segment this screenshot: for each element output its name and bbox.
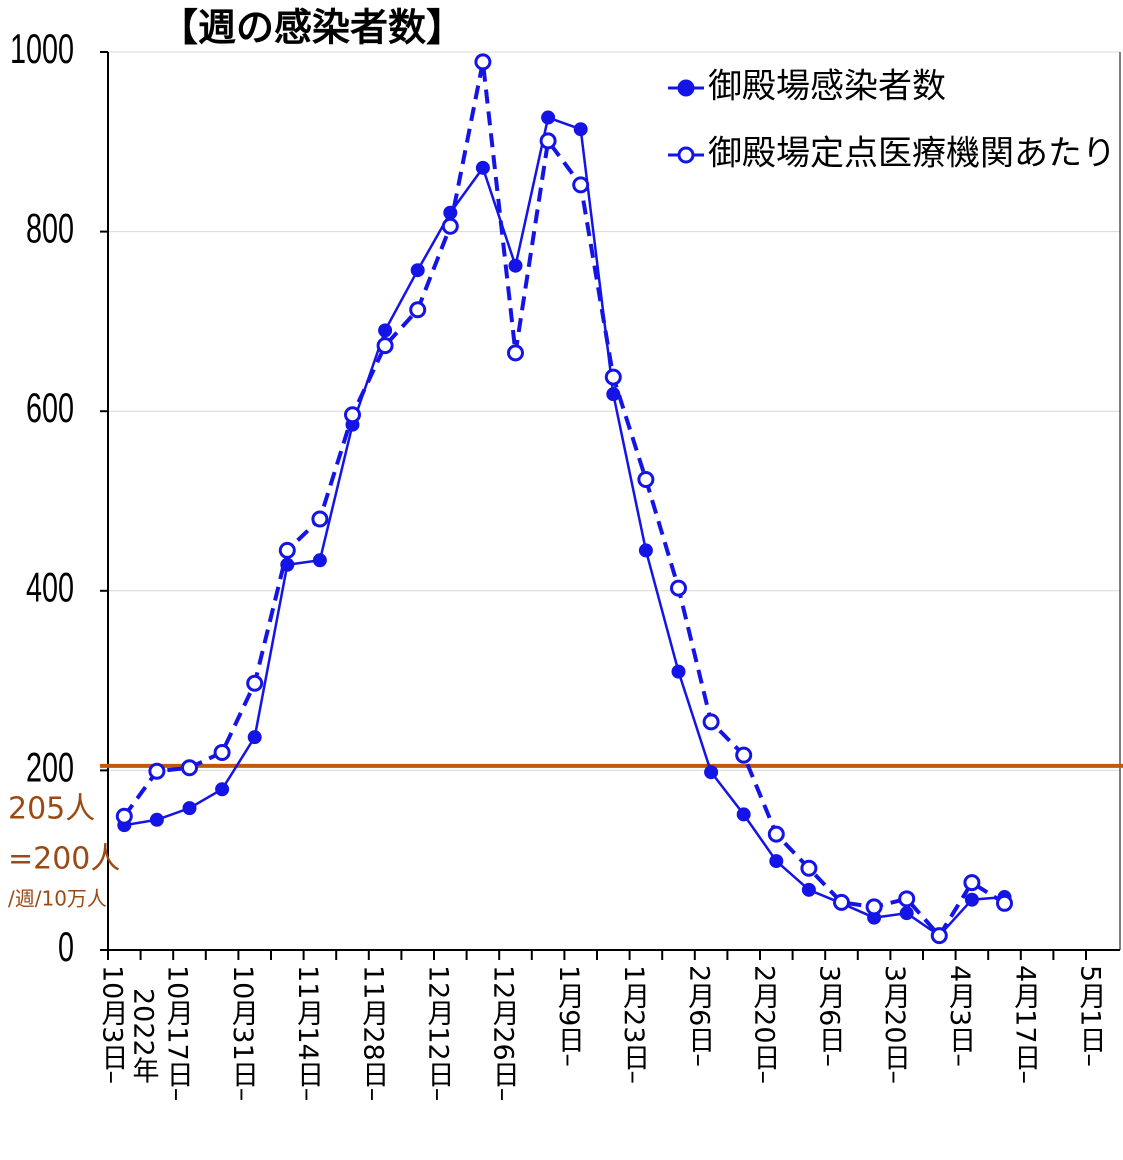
data-point xyxy=(344,406,361,424)
series-line xyxy=(124,115,1005,938)
data-point xyxy=(898,890,916,908)
annotation: /週/10万人 xyxy=(8,887,107,911)
data-point xyxy=(541,110,556,125)
data-point xyxy=(507,344,524,362)
x-tick-label: 1月23日– xyxy=(618,965,650,1084)
data-point xyxy=(474,53,492,71)
data-point xyxy=(148,762,166,780)
data-point xyxy=(671,664,686,679)
y-tick-label: 200 xyxy=(26,744,74,790)
data-point xyxy=(735,746,753,764)
year-label: 2022年 xyxy=(128,988,159,1084)
data-point xyxy=(930,927,948,945)
x-tick-label: 11月14日– xyxy=(292,965,324,1101)
data-point xyxy=(833,893,850,911)
data-point xyxy=(115,807,133,825)
data-point xyxy=(604,368,622,386)
x-tick-label: 3月6日– xyxy=(814,965,846,1067)
data-point xyxy=(376,337,394,355)
x-tick-label: 5月1日– xyxy=(1075,965,1107,1067)
data-point xyxy=(508,258,523,273)
data-point xyxy=(800,859,818,877)
data-point xyxy=(181,759,198,777)
annotation: 205人 xyxy=(8,792,95,827)
data-point xyxy=(441,217,459,235)
y-tick-label: 400 xyxy=(26,565,74,611)
x-tick-label: 11月28日– xyxy=(357,965,389,1101)
data-point xyxy=(572,176,590,194)
x-tick-label: 10月31日– xyxy=(227,965,259,1101)
data-point xyxy=(539,132,557,150)
data-point xyxy=(769,854,784,869)
x-tick-label: 2月6日– xyxy=(683,965,715,1067)
data-point xyxy=(573,122,588,137)
data-point xyxy=(865,898,883,916)
data-point xyxy=(247,730,262,745)
x-tick-label: 10月17日– xyxy=(162,965,194,1101)
x-tick-label: 2月20日– xyxy=(749,965,781,1084)
data-point xyxy=(801,882,816,897)
x-tick-label: 12月12日– xyxy=(423,965,455,1101)
x-tick-label: 1月9日– xyxy=(553,965,585,1067)
x-tick-label: 3月20日– xyxy=(879,965,911,1084)
data-point xyxy=(182,801,197,816)
legend-label: 御殿場定点医療機関あたり xyxy=(708,134,1116,174)
data-point xyxy=(410,263,425,278)
x-tick-label: 10月3日– xyxy=(97,965,129,1084)
series-line xyxy=(122,61,1006,939)
annotation: =200人 xyxy=(8,842,120,877)
data-point xyxy=(638,543,653,558)
legend-label: 御殿場感染者数 xyxy=(708,67,946,107)
y-tick-label: 800 xyxy=(26,205,74,251)
legend-marker xyxy=(677,79,695,97)
data-point xyxy=(215,782,230,797)
data-point xyxy=(475,160,490,175)
data-point xyxy=(996,894,1013,912)
x-tick-label: 4月3日– xyxy=(944,965,976,1067)
data-point xyxy=(899,906,914,921)
data-point xyxy=(702,713,720,731)
data-point xyxy=(213,743,231,761)
data-point xyxy=(278,541,296,559)
data-point xyxy=(964,892,979,907)
data-point xyxy=(246,674,264,692)
data-point xyxy=(767,825,785,843)
y-tick-label: 0 xyxy=(58,924,74,970)
data-point xyxy=(312,553,327,568)
x-tick-label: 12月26日– xyxy=(488,965,520,1101)
data-point xyxy=(963,874,981,892)
y-tick-label: 600 xyxy=(26,385,74,431)
data-point xyxy=(736,807,751,822)
chart-title: 【週の感染者数】 xyxy=(160,6,464,50)
x-tick-label: 4月17日– xyxy=(1009,965,1041,1084)
data-point xyxy=(409,301,427,319)
y-tick-label: 1000 xyxy=(10,26,74,72)
data-point xyxy=(378,323,393,338)
data-point xyxy=(637,470,655,488)
data-point xyxy=(149,812,164,827)
data-point xyxy=(670,579,687,597)
data-point xyxy=(311,510,329,528)
data-point xyxy=(606,387,621,402)
legend-marker xyxy=(677,146,695,164)
data-point xyxy=(704,765,719,780)
